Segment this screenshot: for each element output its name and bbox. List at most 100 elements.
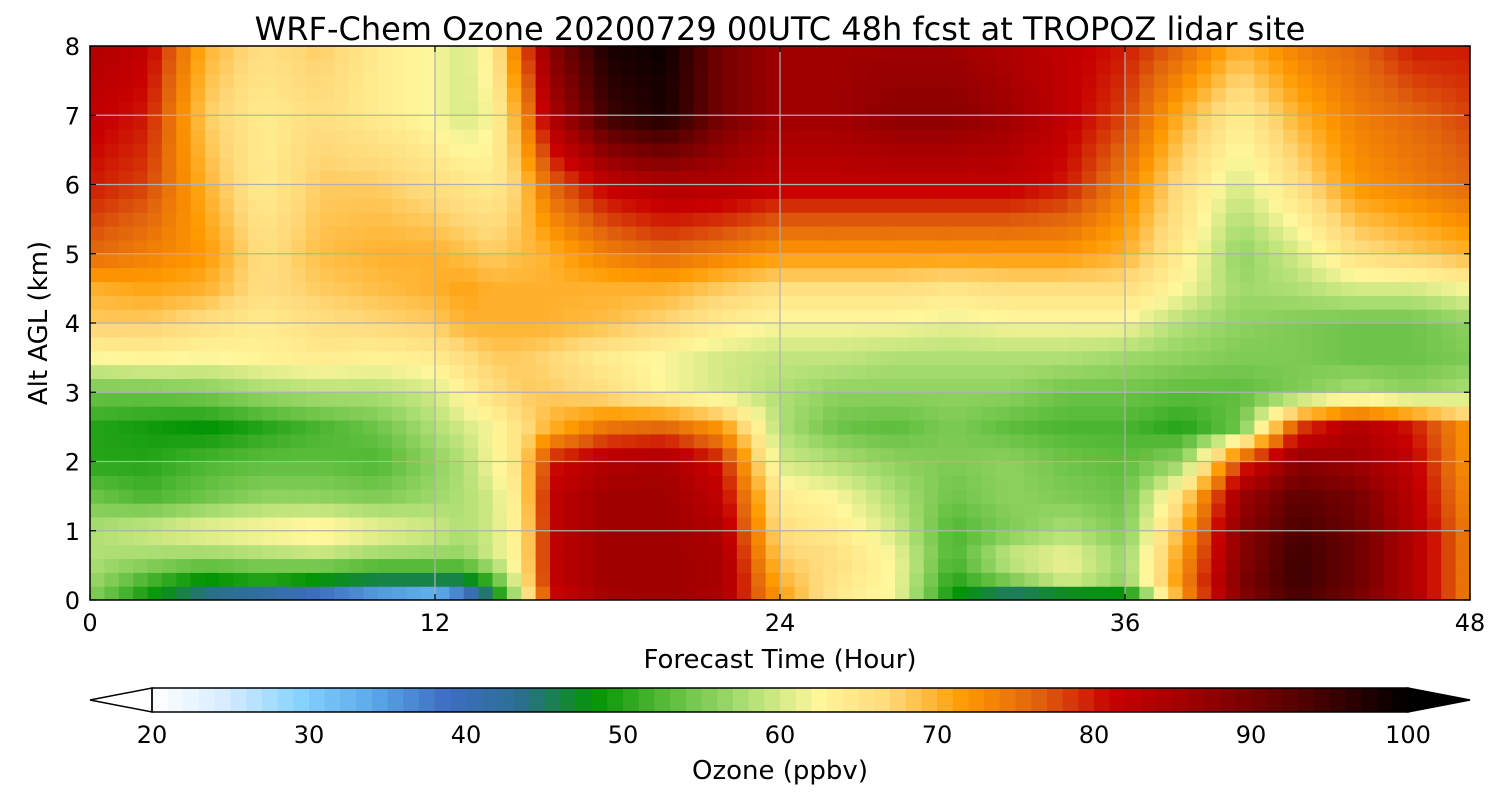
heatmap-cell [1182,156,1198,172]
heatmap-cell [176,101,192,116]
heatmap-cell [1053,281,1069,296]
heatmap-cell [391,184,407,199]
heatmap-cell [1096,558,1112,573]
heatmap-cell [1326,475,1342,490]
heatmap-cell [1081,59,1097,75]
heatmap-cell [276,184,292,199]
heatmap-cell [1053,336,1069,352]
heatmap-cell [1096,281,1112,296]
heatmap-cell [909,198,925,213]
heatmap-cell [334,281,350,296]
heatmap-cell [1311,129,1327,144]
heatmap-cell [147,489,163,504]
heatmap-cell [851,378,867,393]
heatmap-cell [1038,392,1054,407]
heatmap-cell [133,489,149,504]
heatmap-cell [607,350,623,366]
heatmap-cell [866,558,882,573]
heatmap-cell [1412,281,1428,296]
heatmap-cell [995,267,1011,283]
heatmap-cell [679,572,695,587]
heatmap-cell [1355,572,1370,587]
heatmap-cell [1182,87,1198,102]
heatmap-cell [679,281,695,296]
heatmap-cell [1038,253,1054,269]
heatmap-cell [1125,406,1140,421]
heatmap-cell [1053,503,1069,518]
heatmap-cell [1110,406,1126,421]
heatmap-cell [147,447,163,463]
heatmap-cell [506,461,522,476]
heatmap-cell [248,503,264,518]
heatmap-cell [1225,309,1241,324]
heatmap-cell [1369,433,1385,449]
heatmap-cell [1038,73,1054,89]
colorbar-swatch [1094,688,1111,712]
heatmap-cell [190,115,206,130]
heatmap-cell [650,101,666,116]
heatmap-cell [205,336,220,352]
heatmap-cell [521,309,537,324]
heatmap-cell [305,336,321,352]
heatmap-cell [607,226,623,241]
heatmap-cell [435,572,450,587]
heatmap-cell [291,295,307,310]
heatmap-cell [693,406,709,421]
heatmap-cell [1412,253,1428,269]
colorbar-swatch [356,688,373,712]
heatmap-cell [1211,156,1227,172]
heatmap-cell [952,73,968,89]
heatmap-cell [780,433,795,449]
heatmap-cell [521,475,537,490]
heatmap-cell [1326,419,1342,435]
heatmap-cell [435,364,450,379]
heatmap-cell [1038,544,1054,560]
heatmap-cell [176,336,192,352]
heatmap-cell [1297,73,1313,89]
heatmap-cell [1412,87,1428,102]
heatmap-cell [621,198,637,213]
heatmap-cell [506,516,522,532]
heatmap-cell [334,73,350,89]
heatmap-cell [147,433,163,449]
heatmap-cell [435,73,450,89]
heatmap-cell [952,281,968,296]
heatmap-cell [492,253,508,269]
heatmap-cell [607,46,623,61]
heatmap-cell [1383,350,1399,366]
heatmap-cell [463,184,479,199]
heatmap-cell [923,475,939,490]
heatmap-cell [578,101,594,116]
heatmap-cell [1225,516,1241,532]
heatmap-cell [593,267,609,283]
heatmap-cell [449,46,465,61]
heatmap-cell [435,516,450,532]
heatmap-cell [1053,572,1069,587]
heatmap-cell [650,129,666,144]
heatmap-cell [1153,115,1169,130]
heatmap-cell [90,364,105,379]
heatmap-cell [1081,586,1097,600]
heatmap-cell [607,267,623,283]
heatmap-cell [995,364,1011,379]
heatmap-cell [1412,350,1428,366]
heatmap-cell [305,87,321,102]
heatmap-cell [593,392,609,407]
heatmap-cell [823,572,839,587]
heatmap-cell [564,572,580,587]
heatmap-cell [420,267,436,283]
heatmap-cell [1240,239,1255,255]
heatmap-cell [923,419,939,435]
heatmap-cell [133,572,149,587]
heatmap-cell [377,184,393,199]
heatmap-cell [607,239,623,255]
heatmap-cell [1297,406,1313,421]
heatmap-cell [90,475,105,490]
heatmap-cell [722,267,738,283]
heatmap-cell [305,350,321,366]
heatmap-cell [276,392,292,407]
heatmap-cell [1024,433,1040,449]
heatmap-cell [550,475,565,490]
heatmap-cell [593,101,609,116]
heatmap-cell [1426,350,1442,366]
